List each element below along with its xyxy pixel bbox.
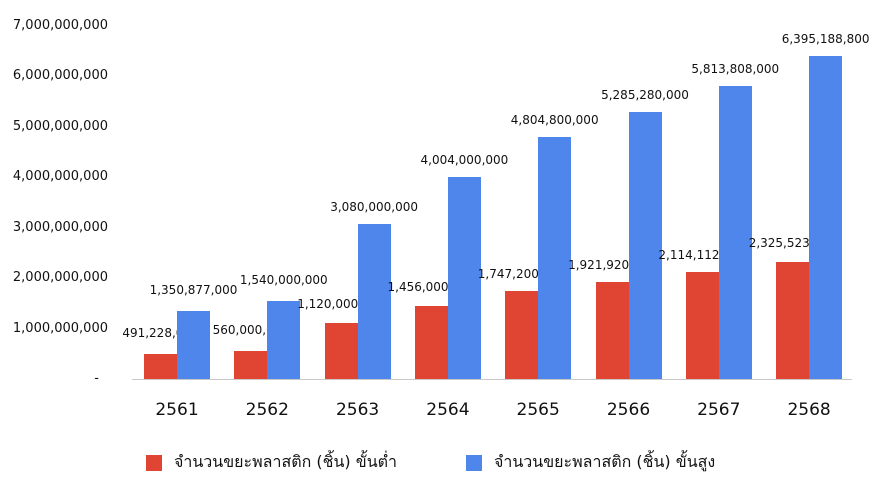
x-tick-label: 2565: [516, 400, 560, 420]
y-tick-label: 4,000,000,000: [12, 169, 108, 185]
data-label: 3,080,000,000: [330, 199, 418, 214]
x-tick-label: 2562: [245, 400, 289, 420]
data-label: 4,804,800,000: [510, 112, 599, 127]
bar-max: [267, 301, 301, 379]
bar-max: [357, 223, 391, 379]
y-tick-label: -: [94, 371, 99, 386]
data-label: 6,395,188,800: [781, 32, 870, 47]
x-tick-label: 2561: [155, 400, 199, 420]
bar-min: [324, 322, 358, 379]
data-label: 1,540,000,000: [239, 273, 328, 288]
bar-min: [776, 261, 810, 379]
legend-label-max: จำนวนขยะพลาสติก (ชิ้น) ขั้นสูง: [494, 452, 716, 471]
bar-min: [234, 350, 268, 379]
bar-max: [809, 56, 843, 379]
data-label: 5,813,808,000: [691, 61, 780, 76]
x-tick-label: 2563: [335, 400, 380, 420]
legend-swatch-max: [466, 454, 482, 471]
x-tick-label: 2567: [697, 400, 741, 420]
y-tick-label: 1,000,000,000: [12, 320, 108, 336]
x-tick-label: 2564: [426, 400, 470, 420]
bar-max: [538, 136, 572, 379]
bar-max: [177, 310, 210, 379]
legend-item-min: จำนวนขยะพลาสติก (ชิ้น) ขั้นต่ำ: [146, 450, 397, 475]
bar-min: [685, 272, 719, 379]
bar-min: [505, 290, 539, 379]
x-axis-line: [132, 379, 852, 380]
bar-min: [144, 354, 177, 379]
x-tick-label: 2566: [606, 400, 651, 420]
y-tick-label: 6,000,000,000: [12, 68, 108, 84]
bar-min: [595, 282, 629, 379]
y-tick-label: 3,000,000,000: [12, 219, 108, 235]
data-label: 1,350,877,000: [149, 282, 238, 297]
data-label: 4,004,000,000: [420, 153, 509, 168]
bar-max: [718, 85, 752, 379]
data-label: 5,285,280,000: [601, 88, 689, 103]
legend-item-max: จำนวนขยะพลาสติก (ชิ้น) ขั้นสูง: [466, 450, 715, 475]
y-tick-label: 5,000,000,000: [12, 118, 108, 134]
legend-label-min: จำนวนขยะพลาสติก (ชิ้น) ขั้นต่ำ: [174, 452, 398, 471]
x-tick-label: 2568: [787, 400, 831, 420]
legend-swatch-min: [146, 454, 162, 471]
bar-max: [628, 112, 662, 379]
bar-min: [414, 305, 448, 379]
bar-max: [447, 177, 481, 379]
y-tick-label: 2,000,000,000: [12, 270, 108, 286]
y-tick-label: 7,000,000,000: [12, 18, 108, 33]
